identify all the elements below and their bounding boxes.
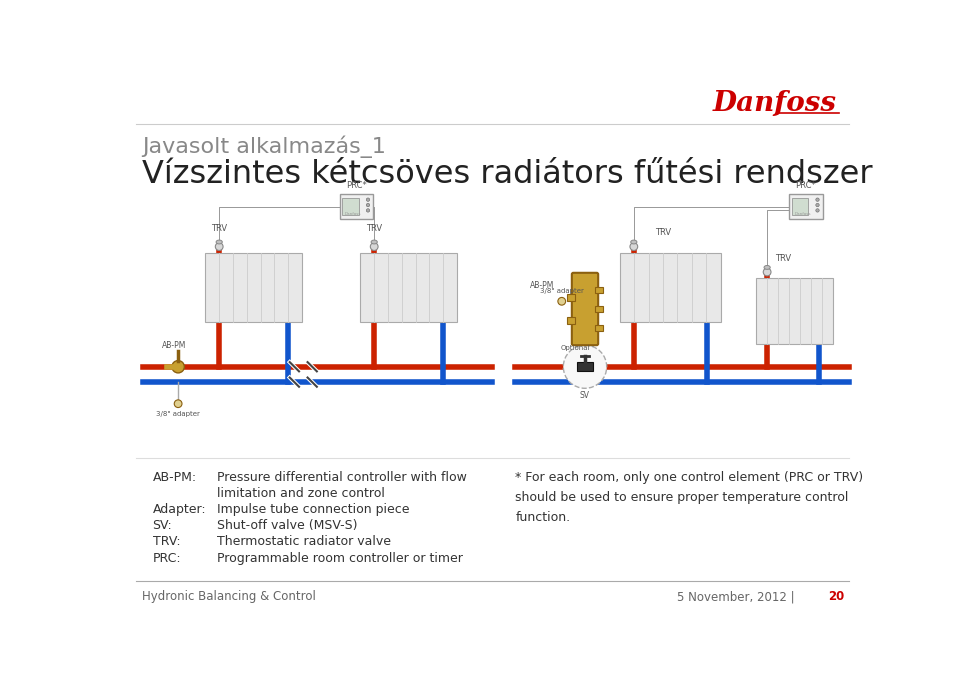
FancyBboxPatch shape xyxy=(572,273,598,345)
Text: Programmable room controller or timer: Programmable room controller or timer xyxy=(217,552,463,565)
Text: PRC:: PRC: xyxy=(153,552,181,565)
Circle shape xyxy=(816,198,819,201)
Text: SV:: SV: xyxy=(153,519,172,532)
Text: PRC*: PRC* xyxy=(796,181,816,190)
Text: Danfoss: Danfoss xyxy=(795,212,811,216)
Text: Pressure differential controller with flow: Pressure differential controller with fl… xyxy=(217,471,467,484)
Text: Impulse tube connection piece: Impulse tube connection piece xyxy=(217,503,409,516)
Ellipse shape xyxy=(764,265,770,269)
Bar xyxy=(595,325,603,331)
Text: limitation and zone control: limitation and zone control xyxy=(217,487,385,500)
Ellipse shape xyxy=(631,240,636,244)
Text: Vízszintes kétcsöves radiátors fűtési rendszer: Vízszintes kétcsöves radiátors fűtési re… xyxy=(142,159,873,190)
Bar xyxy=(205,253,302,322)
Bar xyxy=(595,306,603,312)
Circle shape xyxy=(630,243,637,250)
Text: TRV: TRV xyxy=(211,224,228,233)
Circle shape xyxy=(558,297,565,305)
Text: AB-PM: AB-PM xyxy=(530,282,554,291)
Text: AB-PM: AB-PM xyxy=(162,341,186,350)
Text: TRV: TRV xyxy=(366,224,382,233)
Bar xyxy=(756,278,833,344)
Text: 20: 20 xyxy=(828,590,845,603)
Text: PRC*: PRC* xyxy=(346,181,367,190)
Bar xyxy=(595,286,603,293)
Text: 3/8" adapter: 3/8" adapter xyxy=(156,411,200,417)
Circle shape xyxy=(816,203,819,207)
Circle shape xyxy=(367,198,370,201)
Text: TRV: TRV xyxy=(656,228,672,237)
Text: * For each room, only one control element (PRC or TRV)
should be used to ensure : * For each room, only one control elemen… xyxy=(516,471,863,524)
Circle shape xyxy=(816,209,819,212)
Ellipse shape xyxy=(172,361,184,373)
Text: Shut-off valve (MSV-S): Shut-off valve (MSV-S) xyxy=(217,519,357,532)
Text: Javasolt alkalmazás_1: Javasolt alkalmazás_1 xyxy=(142,136,386,158)
Text: AB-PM:: AB-PM: xyxy=(153,471,197,484)
Bar xyxy=(620,253,721,322)
Circle shape xyxy=(367,203,370,207)
Text: Danfoss: Danfoss xyxy=(713,90,837,117)
Circle shape xyxy=(175,400,182,408)
Ellipse shape xyxy=(216,240,223,244)
Circle shape xyxy=(371,243,378,250)
Text: 3/8" adapter: 3/8" adapter xyxy=(540,288,584,293)
Bar xyxy=(567,295,575,301)
Bar xyxy=(567,317,575,324)
Bar xyxy=(792,198,808,215)
Circle shape xyxy=(763,268,771,276)
FancyBboxPatch shape xyxy=(340,194,373,220)
Text: Adapter:: Adapter: xyxy=(153,503,206,516)
Ellipse shape xyxy=(372,240,377,244)
FancyBboxPatch shape xyxy=(789,194,823,220)
Text: TRV: TRV xyxy=(775,254,791,263)
Text: Danfoss: Danfoss xyxy=(345,212,362,216)
FancyBboxPatch shape xyxy=(577,362,592,372)
Bar xyxy=(360,253,457,322)
Text: Thermostatic radiator valve: Thermostatic radiator valve xyxy=(217,535,391,548)
Text: 5 November, 2012 |: 5 November, 2012 | xyxy=(677,590,794,603)
Circle shape xyxy=(215,243,223,250)
Text: SV: SV xyxy=(580,391,590,400)
Text: Optional: Optional xyxy=(561,345,589,351)
Text: TRV:: TRV: xyxy=(153,535,180,548)
Circle shape xyxy=(367,209,370,212)
Text: Hydronic Balancing & Control: Hydronic Balancing & Control xyxy=(142,590,316,603)
Bar xyxy=(343,198,359,215)
Circle shape xyxy=(564,345,607,388)
